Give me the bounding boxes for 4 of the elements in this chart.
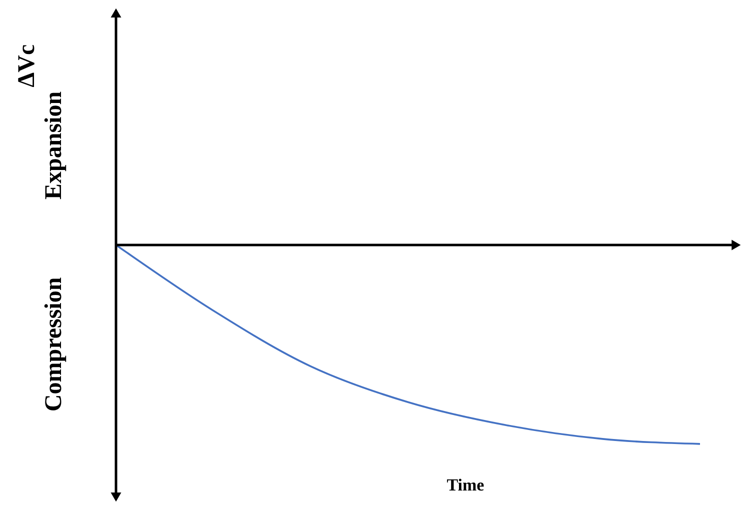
text: Compression bbox=[41, 277, 67, 412]
text: ΔVc bbox=[14, 44, 40, 88]
text: Expansion bbox=[41, 91, 67, 200]
x-axis-title: Time bbox=[446, 476, 485, 494]
